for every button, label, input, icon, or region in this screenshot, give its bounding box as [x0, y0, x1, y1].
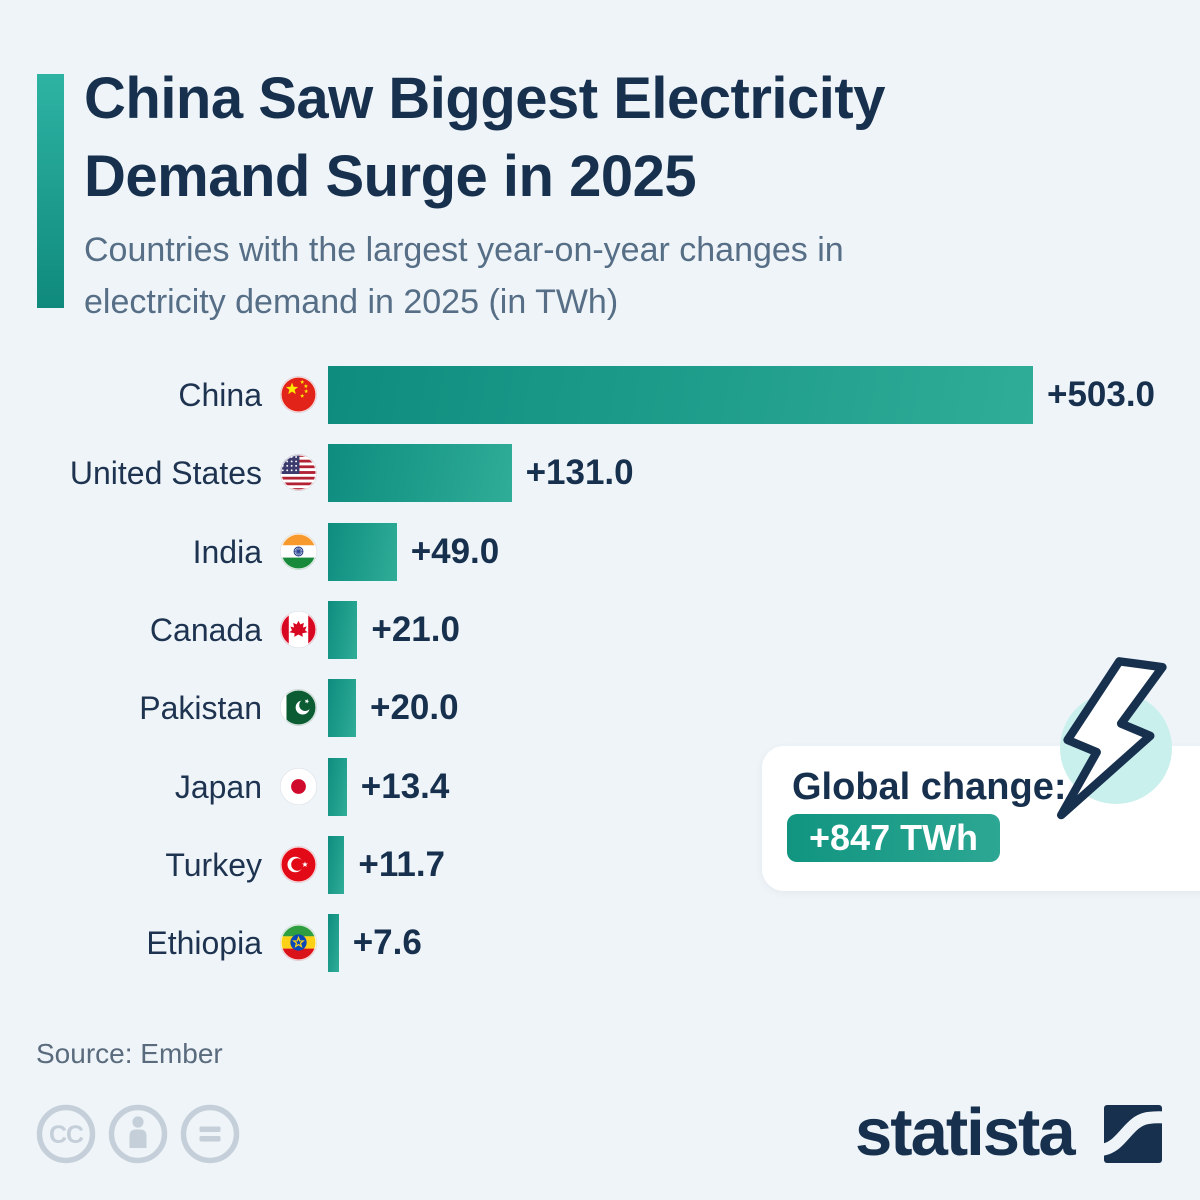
equals-icon	[180, 1104, 240, 1164]
flag-canada-icon	[279, 610, 318, 648]
chart-row: India +49.0	[0, 522, 1200, 581]
flag-india-wrap	[279, 532, 318, 570]
page-title: China Saw Biggest Electricity Demand Sur…	[84, 60, 885, 216]
chart-row: Pakistan +20.0	[0, 679, 1200, 738]
bar	[328, 757, 347, 816]
title-accent-bar	[37, 74, 64, 308]
title-line-2: Demand Surge in 2025	[84, 144, 697, 209]
svg-text:CC: CC	[49, 1121, 84, 1149]
flag-japan-icon	[279, 767, 318, 805]
cc-icon: CC	[36, 1104, 96, 1164]
chart-row: China +503.0	[0, 366, 1200, 424]
title-line-1: China Saw Biggest Electricity	[84, 66, 885, 131]
source-note: Source: Ember	[36, 1038, 223, 1069]
flag-ethiopia-icon	[279, 924, 318, 962]
value-label: +131.0	[525, 453, 634, 493]
global-change-value-badge: +847 TWh	[787, 814, 1001, 862]
flag-turkey-icon	[279, 845, 318, 883]
country-label: China	[178, 377, 262, 413]
bar	[328, 835, 345, 894]
value-label: +11.7	[358, 844, 446, 884]
statista-wordmark: statista	[855, 1095, 1076, 1170]
country-label: Canada	[149, 611, 262, 648]
value-label: +20.0	[370, 688, 459, 728]
bar	[328, 679, 356, 738]
bar	[328, 914, 339, 973]
attribution-person-icon	[108, 1104, 168, 1164]
bar	[328, 444, 512, 503]
flag-united-states-icon	[279, 454, 318, 492]
bar	[328, 366, 1033, 424]
flag-china-wrap	[279, 375, 318, 414]
chart-row: United States +131.0	[0, 444, 1200, 503]
lightning-bolt-icon	[1057, 657, 1167, 820]
bar	[328, 522, 397, 581]
flag-canada-wrap	[279, 610, 318, 648]
flag-united-states-wrap	[279, 454, 318, 492]
value-label: +21.0	[371, 609, 460, 649]
value-label: +503.0	[1047, 375, 1156, 414]
value-label: +7.6	[352, 923, 422, 963]
flag-china-icon	[279, 375, 318, 414]
flag-ethiopia-wrap	[279, 924, 318, 962]
flag-japan-wrap	[279, 767, 318, 805]
chart-row: Canada +21.0	[0, 600, 1200, 659]
statista-logo-icon	[1104, 1105, 1162, 1163]
chart-row: Turkey +11.7	[0, 835, 1200, 894]
page-subtitle: Countries with the largest year-on-year …	[84, 231, 844, 321]
country-label: Ethiopia	[146, 925, 262, 962]
bar	[328, 600, 358, 659]
chart-row: Japan +13.4	[0, 757, 1200, 816]
flag-pakistan-icon	[279, 689, 318, 727]
country-label: Turkey	[165, 846, 262, 883]
country-label: Japan	[174, 768, 262, 805]
flag-pakistan-wrap	[279, 689, 318, 727]
country-label: Pakistan	[139, 690, 262, 727]
flag-turkey-wrap	[279, 845, 318, 883]
country-label: United States	[69, 455, 262, 492]
chart-row: Ethiopia +7.6	[0, 914, 1200, 973]
flag-india-icon	[279, 532, 318, 570]
value-label: +13.4	[360, 766, 450, 806]
value-label: +49.0	[410, 531, 500, 571]
country-label: India	[192, 533, 262, 570]
global-change-label: Global change:	[792, 766, 1067, 808]
license-icons: CC	[35, 1103, 241, 1165]
